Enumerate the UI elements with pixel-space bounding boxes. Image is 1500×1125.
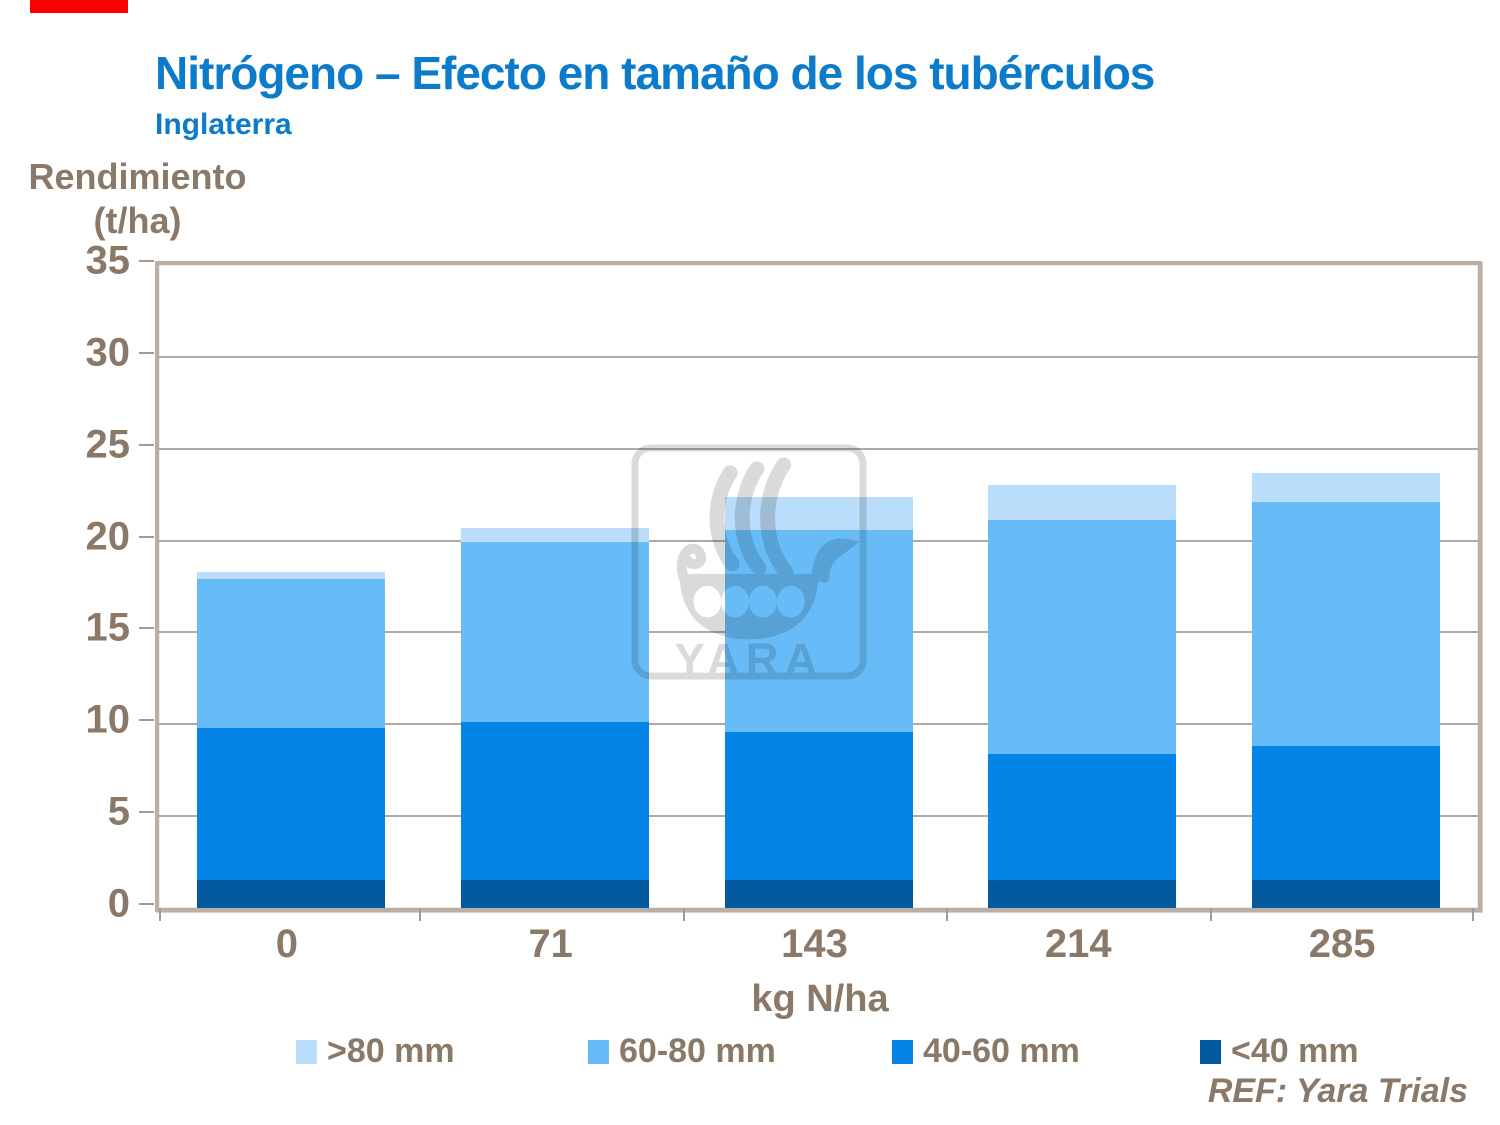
legend-label: 60-80 mm <box>619 1032 776 1070</box>
bar-segment-40-60 mm <box>724 731 913 881</box>
legend-label: <40 mm <box>1231 1032 1359 1070</box>
gridline <box>159 447 1478 450</box>
bar-segment-60-80 mm <box>1252 502 1441 747</box>
bar-segment->80 mm <box>988 485 1177 521</box>
y-tick-label: 10 <box>85 697 131 742</box>
ref-note: REF: Yara Trials <box>1207 1072 1468 1110</box>
x-tick-mark <box>682 908 685 921</box>
y-tick-mark <box>139 811 154 814</box>
x-axis-title: kg N/ha <box>751 978 889 1020</box>
bar-214 <box>988 485 1177 908</box>
y-tick-mark <box>139 627 154 630</box>
x-tick-mark <box>418 908 421 921</box>
legend-label: >80 mm <box>327 1032 455 1070</box>
bar-segment-40-60 mm <box>1252 746 1441 881</box>
plot-area <box>155 261 1482 912</box>
bar-segment->80 mm <box>460 527 649 543</box>
legend-label: 40-60 mm <box>923 1032 1080 1070</box>
bar-143 <box>724 496 913 908</box>
bar-segment->80 mm <box>724 496 913 530</box>
legend-item: 40-60 mm <box>892 1032 1080 1071</box>
y-tick-label: 5 <box>107 789 130 834</box>
y-tick-label: 0 <box>107 881 130 926</box>
legend-item: <40 mm <box>1200 1032 1359 1071</box>
legend-swatch-icon <box>296 1039 317 1064</box>
red-accent-bar <box>30 0 128 13</box>
bar-0 <box>196 571 385 908</box>
legend-item: 60-80 mm <box>588 1032 776 1071</box>
bar-segment-40-60 mm <box>460 722 649 881</box>
y-tick-label: 15 <box>85 605 131 650</box>
bar-segment-60-80 mm <box>460 542 649 723</box>
legend-item: >80 mm <box>296 1032 455 1071</box>
y-axis-title-line2: (t/ha) <box>93 200 182 241</box>
gridline <box>159 355 1478 358</box>
legend-swatch-icon <box>1200 1039 1221 1064</box>
chart-title: Nitrógeno – Efecto en tamaño de los tubé… <box>155 47 1155 99</box>
bar-segment-60-80 mm <box>196 579 385 728</box>
legend-swatch-icon <box>588 1039 609 1064</box>
x-tick-label: 71 <box>528 922 573 966</box>
x-tick-label: 214 <box>1044 922 1112 966</box>
x-tick-mark <box>946 908 949 921</box>
y-tick-mark <box>139 535 154 538</box>
y-tick-mark <box>139 260 154 262</box>
y-tick-label: 25 <box>85 422 131 467</box>
bar-segment-40-60 mm <box>988 753 1177 881</box>
y-tick-mark <box>139 443 154 446</box>
y-tick-mark <box>139 351 154 354</box>
bar-segment-<40 mm <box>196 880 385 908</box>
bar-segment-40-60 mm <box>196 727 385 881</box>
x-tick-mark <box>159 908 161 921</box>
y-tick-label: 30 <box>85 330 131 375</box>
y-tick-label: 20 <box>85 514 131 559</box>
y-axis-title: Rendimiento (t/ha) <box>15 155 260 243</box>
legend-swatch-icon <box>892 1039 913 1064</box>
x-tick-label: 0 <box>275 922 299 966</box>
x-tick-label: 285 <box>1308 922 1376 966</box>
bar-segment-60-80 mm <box>724 529 913 732</box>
x-tick-label: 143 <box>781 922 848 966</box>
legend: >80 mm 60-80 mm 40-60 mm <40 mm <box>0 1032 1500 1072</box>
x-tick-mark <box>1472 908 1474 921</box>
bar-segment->80 mm <box>196 571 385 580</box>
bar-segment-<40 mm <box>724 880 913 908</box>
bar-segment-60-80 mm <box>988 520 1177 754</box>
x-tick-mark <box>1210 908 1213 921</box>
bar-285 <box>1252 472 1441 908</box>
y-tick-mark <box>139 903 154 905</box>
y-axis-title-line1: Rendimiento <box>28 156 247 197</box>
bar-segment-<40 mm <box>460 880 649 908</box>
y-tick-mark <box>139 719 154 722</box>
bar-segment-<40 mm <box>988 880 1177 908</box>
bar-segment-<40 mm <box>1252 880 1441 908</box>
bar-71 <box>460 527 649 908</box>
y-tick-label: 35 <box>85 238 131 283</box>
chart-subtitle: Inglaterra <box>155 108 292 141</box>
bar-segment->80 mm <box>1252 472 1441 502</box>
